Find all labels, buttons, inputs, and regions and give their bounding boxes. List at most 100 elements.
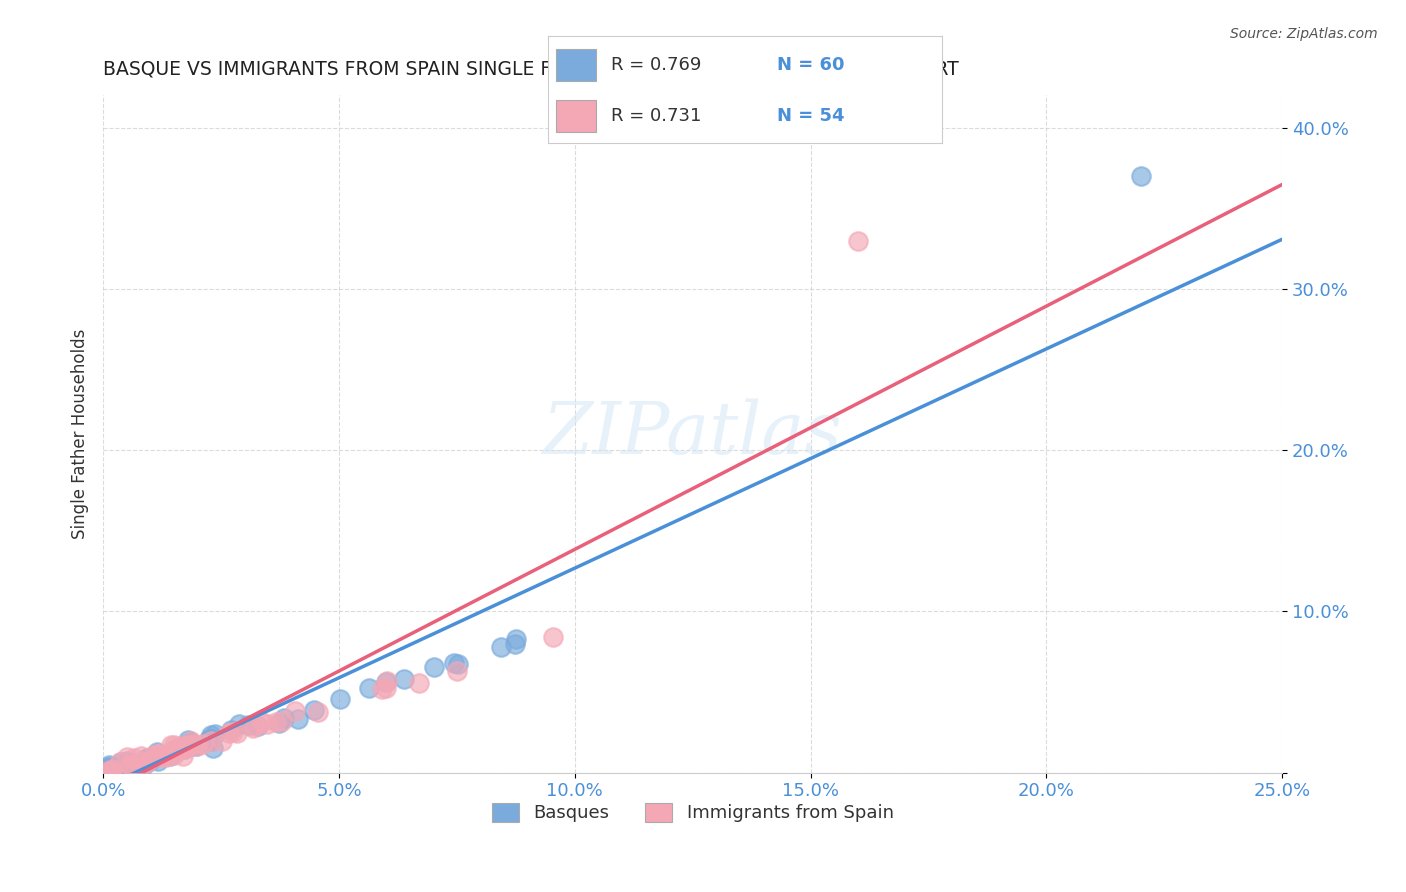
Point	[374, 681, 396, 695]
Point	[270, 714, 292, 729]
Point	[132, 753, 155, 767]
Point	[200, 728, 222, 742]
Point	[114, 756, 136, 770]
Point	[103, 764, 125, 778]
Point	[284, 704, 307, 718]
Point	[423, 660, 446, 674]
Point	[146, 747, 169, 761]
Point	[148, 754, 170, 768]
Point	[193, 737, 215, 751]
Point	[238, 717, 260, 731]
Point	[186, 739, 208, 753]
Point	[120, 758, 142, 772]
Point	[112, 758, 135, 772]
Point	[100, 764, 122, 778]
Point	[186, 739, 208, 753]
Point	[97, 758, 120, 772]
Point	[146, 745, 169, 759]
Point	[163, 747, 186, 762]
Point	[97, 761, 120, 775]
Point	[163, 741, 186, 756]
Point	[146, 747, 169, 762]
Point	[115, 756, 138, 771]
Point	[101, 762, 124, 776]
Point	[97, 764, 120, 778]
Point	[97, 764, 120, 778]
Point	[169, 739, 191, 754]
Point	[108, 755, 131, 769]
Point	[264, 714, 287, 729]
Point	[204, 727, 226, 741]
Text: R = 0.769: R = 0.769	[612, 55, 702, 73]
Point	[392, 672, 415, 686]
Point	[107, 764, 129, 778]
Point	[166, 740, 188, 755]
Point	[307, 705, 329, 719]
Point	[122, 750, 145, 764]
Point	[371, 682, 394, 697]
Point	[136, 755, 159, 769]
Legend: Basques, Immigrants from Spain: Basques, Immigrants from Spain	[482, 794, 903, 831]
FancyBboxPatch shape	[557, 48, 596, 80]
Point	[218, 725, 240, 739]
Point	[155, 749, 177, 764]
Point	[132, 754, 155, 768]
Point	[1129, 169, 1152, 183]
Point	[503, 637, 526, 651]
Y-axis label: Single Father Households: Single Father Households	[72, 329, 89, 540]
Point	[132, 757, 155, 772]
Text: R = 0.731: R = 0.731	[612, 107, 702, 125]
Point	[447, 657, 470, 671]
Point	[200, 731, 222, 746]
Point	[179, 733, 201, 747]
Point	[446, 665, 468, 679]
Point	[846, 234, 869, 248]
Point	[177, 733, 200, 747]
Point	[110, 755, 132, 769]
Point	[163, 739, 186, 753]
Point	[101, 764, 124, 778]
Point	[375, 675, 398, 690]
Point	[120, 758, 142, 772]
Point	[200, 734, 222, 748]
Point	[118, 759, 141, 773]
Point	[273, 711, 295, 725]
Point	[287, 712, 309, 726]
Point	[202, 741, 225, 756]
Point	[226, 726, 249, 740]
Point	[173, 742, 195, 756]
Text: ZIPatlas: ZIPatlas	[543, 399, 842, 469]
Point	[198, 732, 221, 747]
Point	[408, 675, 430, 690]
Point	[138, 754, 160, 768]
Point	[174, 741, 197, 756]
Point	[219, 723, 242, 738]
Point	[115, 755, 138, 769]
Point	[302, 702, 325, 716]
Point	[329, 692, 352, 706]
Point	[143, 747, 166, 762]
Point	[160, 738, 183, 752]
Text: Source: ZipAtlas.com: Source: ZipAtlas.com	[1230, 27, 1378, 41]
Point	[165, 744, 187, 758]
Text: N = 60: N = 60	[776, 55, 844, 73]
Point	[173, 739, 195, 754]
Point	[247, 718, 270, 732]
Point	[129, 749, 152, 764]
Point	[200, 734, 222, 748]
FancyBboxPatch shape	[557, 100, 596, 132]
Point	[179, 734, 201, 748]
Point	[267, 715, 290, 730]
Point	[211, 733, 233, 747]
Point	[443, 657, 465, 671]
Point	[375, 674, 398, 689]
Point	[146, 747, 169, 761]
Point	[159, 749, 181, 764]
Point	[256, 717, 278, 731]
Text: BASQUE VS IMMIGRANTS FROM SPAIN SINGLE FATHER HOUSEHOLDS CORRELATION CHART: BASQUE VS IMMIGRANTS FROM SPAIN SINGLE F…	[103, 60, 959, 78]
Point	[357, 681, 380, 695]
Point	[149, 750, 172, 764]
Point	[179, 738, 201, 752]
Point	[98, 762, 121, 776]
Point	[104, 760, 127, 774]
